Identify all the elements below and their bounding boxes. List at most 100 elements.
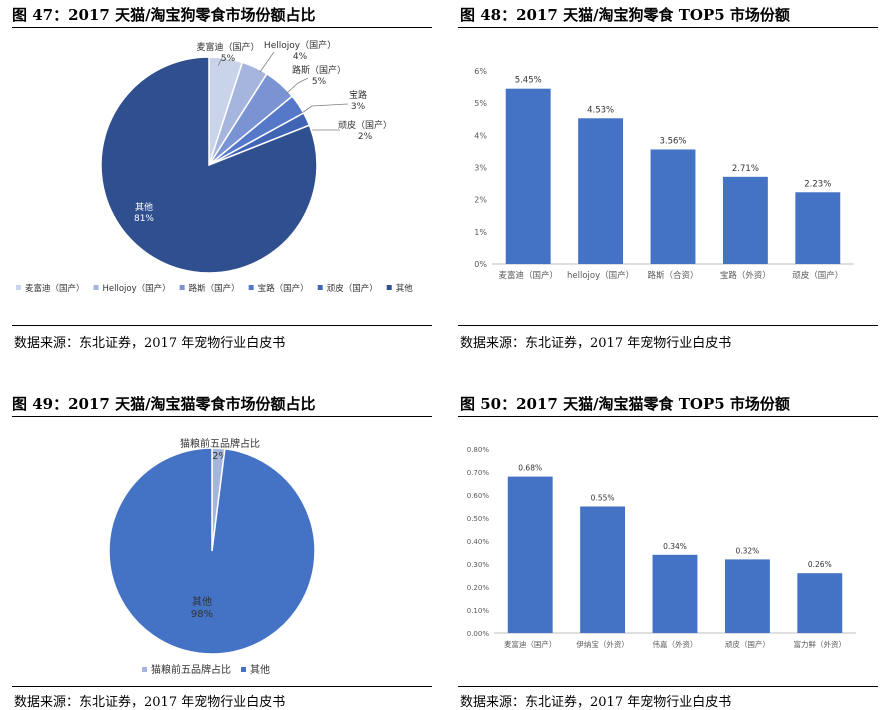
bar-value-label: 0.34% — [663, 542, 687, 551]
y-tick-label: 6% — [474, 67, 487, 76]
legend-swatch — [93, 285, 99, 290]
bar — [722, 176, 768, 264]
slice-label: 猫粮前五品牌占比 — [180, 437, 260, 450]
bar — [652, 554, 698, 633]
figure-47-pie-chart: 麦富迪（国产）5%Hellojoy（国产）4%路斯（国产）5%宝路3%顽皮（国产… — [16, 39, 414, 294]
bar-value-label: 0.32% — [735, 546, 759, 555]
bar — [580, 506, 626, 633]
y-tick-label: 0.70% — [467, 469, 490, 477]
bar — [650, 149, 696, 264]
figure-50-bottom-rule — [458, 686, 878, 687]
slice-label: 宝路 — [349, 89, 367, 101]
slice-label: 顽皮（国产） — [338, 119, 392, 131]
legend-entry: 路斯（国产） — [189, 283, 240, 294]
figure-47-source: 数据来源：东北证券，2017 年宠物行业白皮书 — [14, 336, 286, 351]
bar — [724, 559, 770, 633]
bar-value-label: 0.68% — [518, 464, 542, 473]
figure-50-title: 图 50：2017 天猫/淘宝猫零食 TOP5 市场份额 — [460, 395, 790, 413]
figure-50-source: 数据来源：东北证券，2017 年宠物行业白皮书 — [460, 695, 732, 710]
y-tick-label: 2% — [474, 196, 487, 205]
figure-48-bottom-rule — [458, 325, 878, 326]
legend-swatch — [16, 285, 21, 290]
y-tick-label: 3% — [474, 164, 487, 173]
legend-entry: 麦富迪（国产） — [25, 283, 85, 294]
slice-label: 麦富迪（国产） — [196, 41, 259, 53]
bar-value-label: 0.26% — [808, 560, 832, 569]
y-tick-label: 0.20% — [467, 584, 490, 592]
bar-value-label: 3.56% — [659, 136, 686, 146]
legend-entry: 宝路（国产） — [258, 283, 309, 294]
figure-49-title: 图 49：2017 天猫/淘宝猫零食市场份额占比 — [12, 395, 316, 413]
leader-line — [286, 77, 309, 94]
y-tick-label: 0% — [474, 260, 487, 269]
x-category-label: 宝路（外资） — [720, 270, 771, 281]
figure-49-top-rule — [12, 416, 432, 417]
y-tick-label: 4% — [474, 131, 487, 140]
slice-label: 路斯（国产） — [292, 64, 346, 76]
x-category-label: 伊纳宝（外资） — [576, 639, 629, 649]
slice-percent: 5% — [312, 77, 327, 87]
figure-48-bar-chart: 0% 1% 2% 3% 4% 5% 6% 5.45% 麦富迪（国产） 4.53% hellojoy（… — [474, 67, 854, 281]
pie-slice — [108, 447, 316, 655]
x-category-label: 麦富迪（国产） — [498, 270, 558, 281]
y-tick-label: 0.40% — [467, 538, 490, 546]
bar-value-label: 2.71% — [732, 164, 759, 174]
bar-value-label: 0.55% — [591, 494, 615, 503]
slice-percent: 4% — [293, 52, 308, 62]
bar — [578, 118, 624, 264]
legend-swatch — [142, 667, 147, 672]
leader-line — [298, 103, 349, 116]
legend-entry: 其他 — [396, 283, 414, 294]
slice-percent: 2% — [358, 132, 373, 142]
figure-48-top-rule — [458, 27, 878, 28]
y-tick-label: 0.00% — [467, 630, 490, 638]
legend-swatch — [179, 285, 185, 290]
bar-value-label: 5.45% — [515, 76, 542, 86]
figure-50-top-rule — [458, 416, 878, 417]
y-tick-label: 1% — [474, 228, 487, 237]
y-tick-label: 5% — [474, 99, 487, 108]
x-category-label: 顽皮（国产） — [792, 270, 843, 281]
y-tick-label: 0.30% — [467, 561, 490, 569]
slice-percent: 2% — [212, 451, 228, 462]
y-tick-label: 0.80% — [467, 446, 490, 454]
x-category-label: hellojoy（国产） — [567, 270, 634, 281]
x-category-label: 路斯（合资） — [647, 270, 698, 281]
bar — [795, 192, 841, 264]
slice-percent: 5% — [221, 54, 236, 64]
slice-label: 其他 — [135, 201, 153, 213]
slice-percent: 3% — [351, 102, 366, 112]
slice-label: 其他 — [192, 595, 212, 608]
y-tick-label: 0.60% — [467, 492, 490, 500]
figure-48-title: 图 48：2017 天猫/淘宝狗零食 TOP5 市场份额 — [460, 6, 790, 24]
x-category-label: 麦富迪（国产） — [504, 639, 557, 649]
bar — [797, 573, 843, 633]
slice-label: Hellojoy（国产） — [264, 39, 336, 51]
legend-entry: 顽皮（国产） — [327, 283, 378, 294]
bar-value-label: 4.53% — [587, 105, 614, 115]
figure-47-title: 图 47：2017 天猫/淘宝狗零食市场份额占比 — [12, 6, 316, 24]
bar-value-label: 2.23% — [804, 179, 831, 189]
pie-slice — [100, 56, 318, 274]
figure-49-source: 数据来源：东北证券，2017 年宠物行业白皮书 — [14, 695, 286, 710]
bar — [507, 476, 553, 633]
slice-percent: 81% — [134, 214, 154, 224]
figure-50-bar-chart: 0.00% 0.10% 0.20% 0.30% 0.40% 0.50% 0.60% 0.70%… — [467, 446, 856, 649]
figure-49-bottom-rule — [12, 686, 432, 687]
x-category-label: 顽皮（国产） — [725, 639, 770, 649]
slice-percent: 98% — [191, 609, 213, 620]
legend-swatch — [248, 285, 254, 290]
leader-line — [259, 51, 275, 73]
figure-47-bottom-rule — [12, 325, 432, 326]
y-tick-label: 0.50% — [467, 515, 490, 523]
legend-entry: 猫粮前五品牌占比 — [151, 663, 231, 676]
legend-swatch — [317, 285, 323, 290]
bar — [505, 88, 551, 264]
y-tick-label: 0.10% — [467, 607, 490, 615]
figure-47-top-rule — [12, 27, 432, 28]
leader-line — [217, 57, 223, 67]
legend-entry: Hellojoy（国产） — [103, 283, 171, 294]
legend-entry: 其他 — [250, 663, 270, 676]
figure-48-source: 数据来源：东北证券，2017 年宠物行业白皮书 — [460, 336, 732, 351]
